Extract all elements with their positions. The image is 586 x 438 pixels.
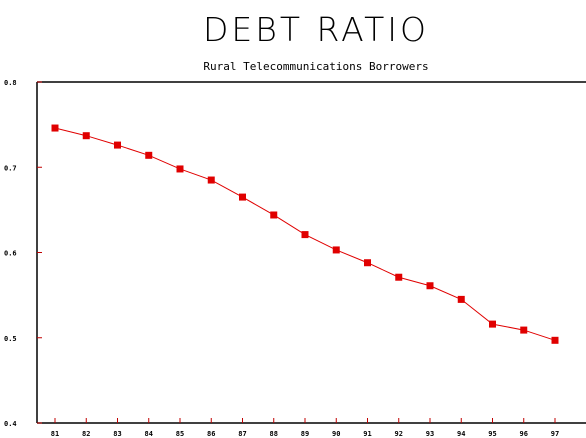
- data-point: [207, 176, 215, 184]
- x-tick-label: 96: [520, 430, 528, 438]
- data-point: [551, 336, 559, 344]
- data-point: [301, 231, 309, 239]
- x-tick-label: 88: [270, 430, 278, 438]
- x-tick-label: 92: [395, 430, 403, 438]
- data-point: [332, 246, 340, 254]
- x-tick-label: 97: [551, 430, 559, 438]
- y-tick-label: 0.7: [4, 164, 17, 172]
- series-group: [51, 124, 559, 344]
- data-point: [364, 259, 371, 267]
- x-tick-label: 81: [51, 430, 59, 438]
- x-tick-label: 84: [145, 430, 153, 438]
- y-tick-label: 0.4: [4, 420, 17, 428]
- x-tick-label: 82: [82, 430, 90, 438]
- x-tick-label: 95: [488, 430, 496, 438]
- y-tick-label: 0.6: [4, 250, 17, 258]
- x-tick-label: 93: [426, 430, 434, 438]
- data-point: [489, 320, 496, 328]
- axes: [36, 81, 586, 424]
- data-point: [395, 273, 403, 281]
- x-tick-label: 91: [363, 430, 371, 438]
- chart-subtitle: Rural Telecommunications Borrowers: [203, 60, 428, 73]
- data-point: [239, 193, 246, 201]
- data-point: [176, 165, 184, 173]
- y-axis-ticks: 0.4 0.5 0.6 0.7 0.8: [4, 79, 42, 428]
- x-tick-label: 94: [457, 430, 465, 438]
- y-tick-label: 0.8: [4, 79, 17, 87]
- x-tick-label: 85: [176, 430, 184, 438]
- data-point: [270, 211, 278, 219]
- chart-title: DEBT RATIO: [203, 10, 429, 49]
- data-point: [457, 295, 465, 303]
- data-point: [145, 151, 153, 159]
- y-tick-label: 0.5: [4, 335, 17, 343]
- x-axis-ticks: 81 82 83 84 85 86 87 88 89 90 91 92 93 94 95 96 97: [51, 418, 559, 438]
- x-tick-label: 87: [238, 430, 246, 438]
- x-tick-label: 86: [207, 430, 215, 438]
- x-tick-label: 83: [113, 430, 121, 438]
- data-point: [82, 132, 90, 140]
- data-point: [520, 326, 528, 334]
- x-tick-label: 90: [332, 430, 340, 438]
- data-point: [114, 141, 121, 149]
- data-point: [426, 282, 434, 290]
- x-tick-label: 89: [301, 430, 309, 438]
- data-point: [51, 124, 59, 132]
